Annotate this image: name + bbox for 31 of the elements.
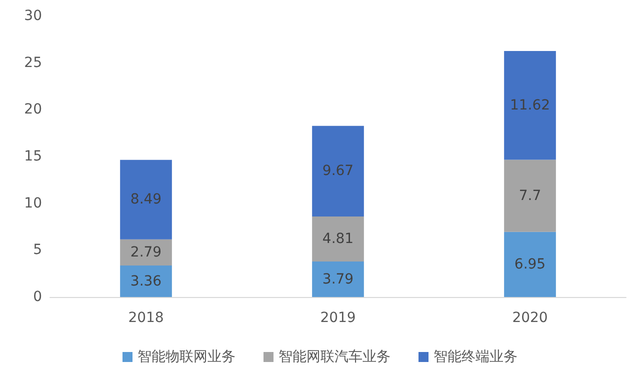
data-label: 11.62: [510, 97, 550, 114]
data-label: 3.79: [322, 271, 354, 288]
bar: [312, 126, 364, 216]
data-label: 8.49: [130, 192, 162, 208]
bar: [312, 262, 364, 297]
bar: [120, 239, 172, 266]
bar: [504, 160, 556, 232]
bar: [120, 160, 172, 240]
data-label: 4.81: [322, 230, 354, 247]
y-tick-label: 25: [24, 54, 42, 71]
y-tick-label: 5: [33, 242, 42, 258]
x-tick-label: 2019: [320, 310, 356, 326]
legend-label: 智能网联汽车业务: [278, 349, 390, 365]
y-tick-label: 15: [24, 148, 42, 164]
legend-label: 智能终端业务: [434, 349, 518, 365]
data-label: 9.67: [322, 163, 354, 180]
legend-label: 智能物联网业务: [138, 349, 236, 365]
bar: [504, 232, 556, 297]
x-tick-label: 2018: [128, 310, 164, 326]
data-label: 3.36: [130, 273, 162, 290]
data-label: 7.7: [518, 188, 542, 204]
y-tick-label: 0: [33, 289, 42, 305]
bar: [504, 50, 556, 160]
data-label: 6.95: [514, 256, 546, 272]
y-tick-label: 20: [24, 102, 42, 118]
x-tick-label: 2020: [512, 310, 548, 326]
data-label: 2.79: [130, 244, 162, 260]
y-tick-label: 30: [24, 8, 42, 24]
bar: [312, 216, 364, 262]
y-tick-label: 10: [24, 195, 42, 212]
bar: [120, 266, 172, 297]
